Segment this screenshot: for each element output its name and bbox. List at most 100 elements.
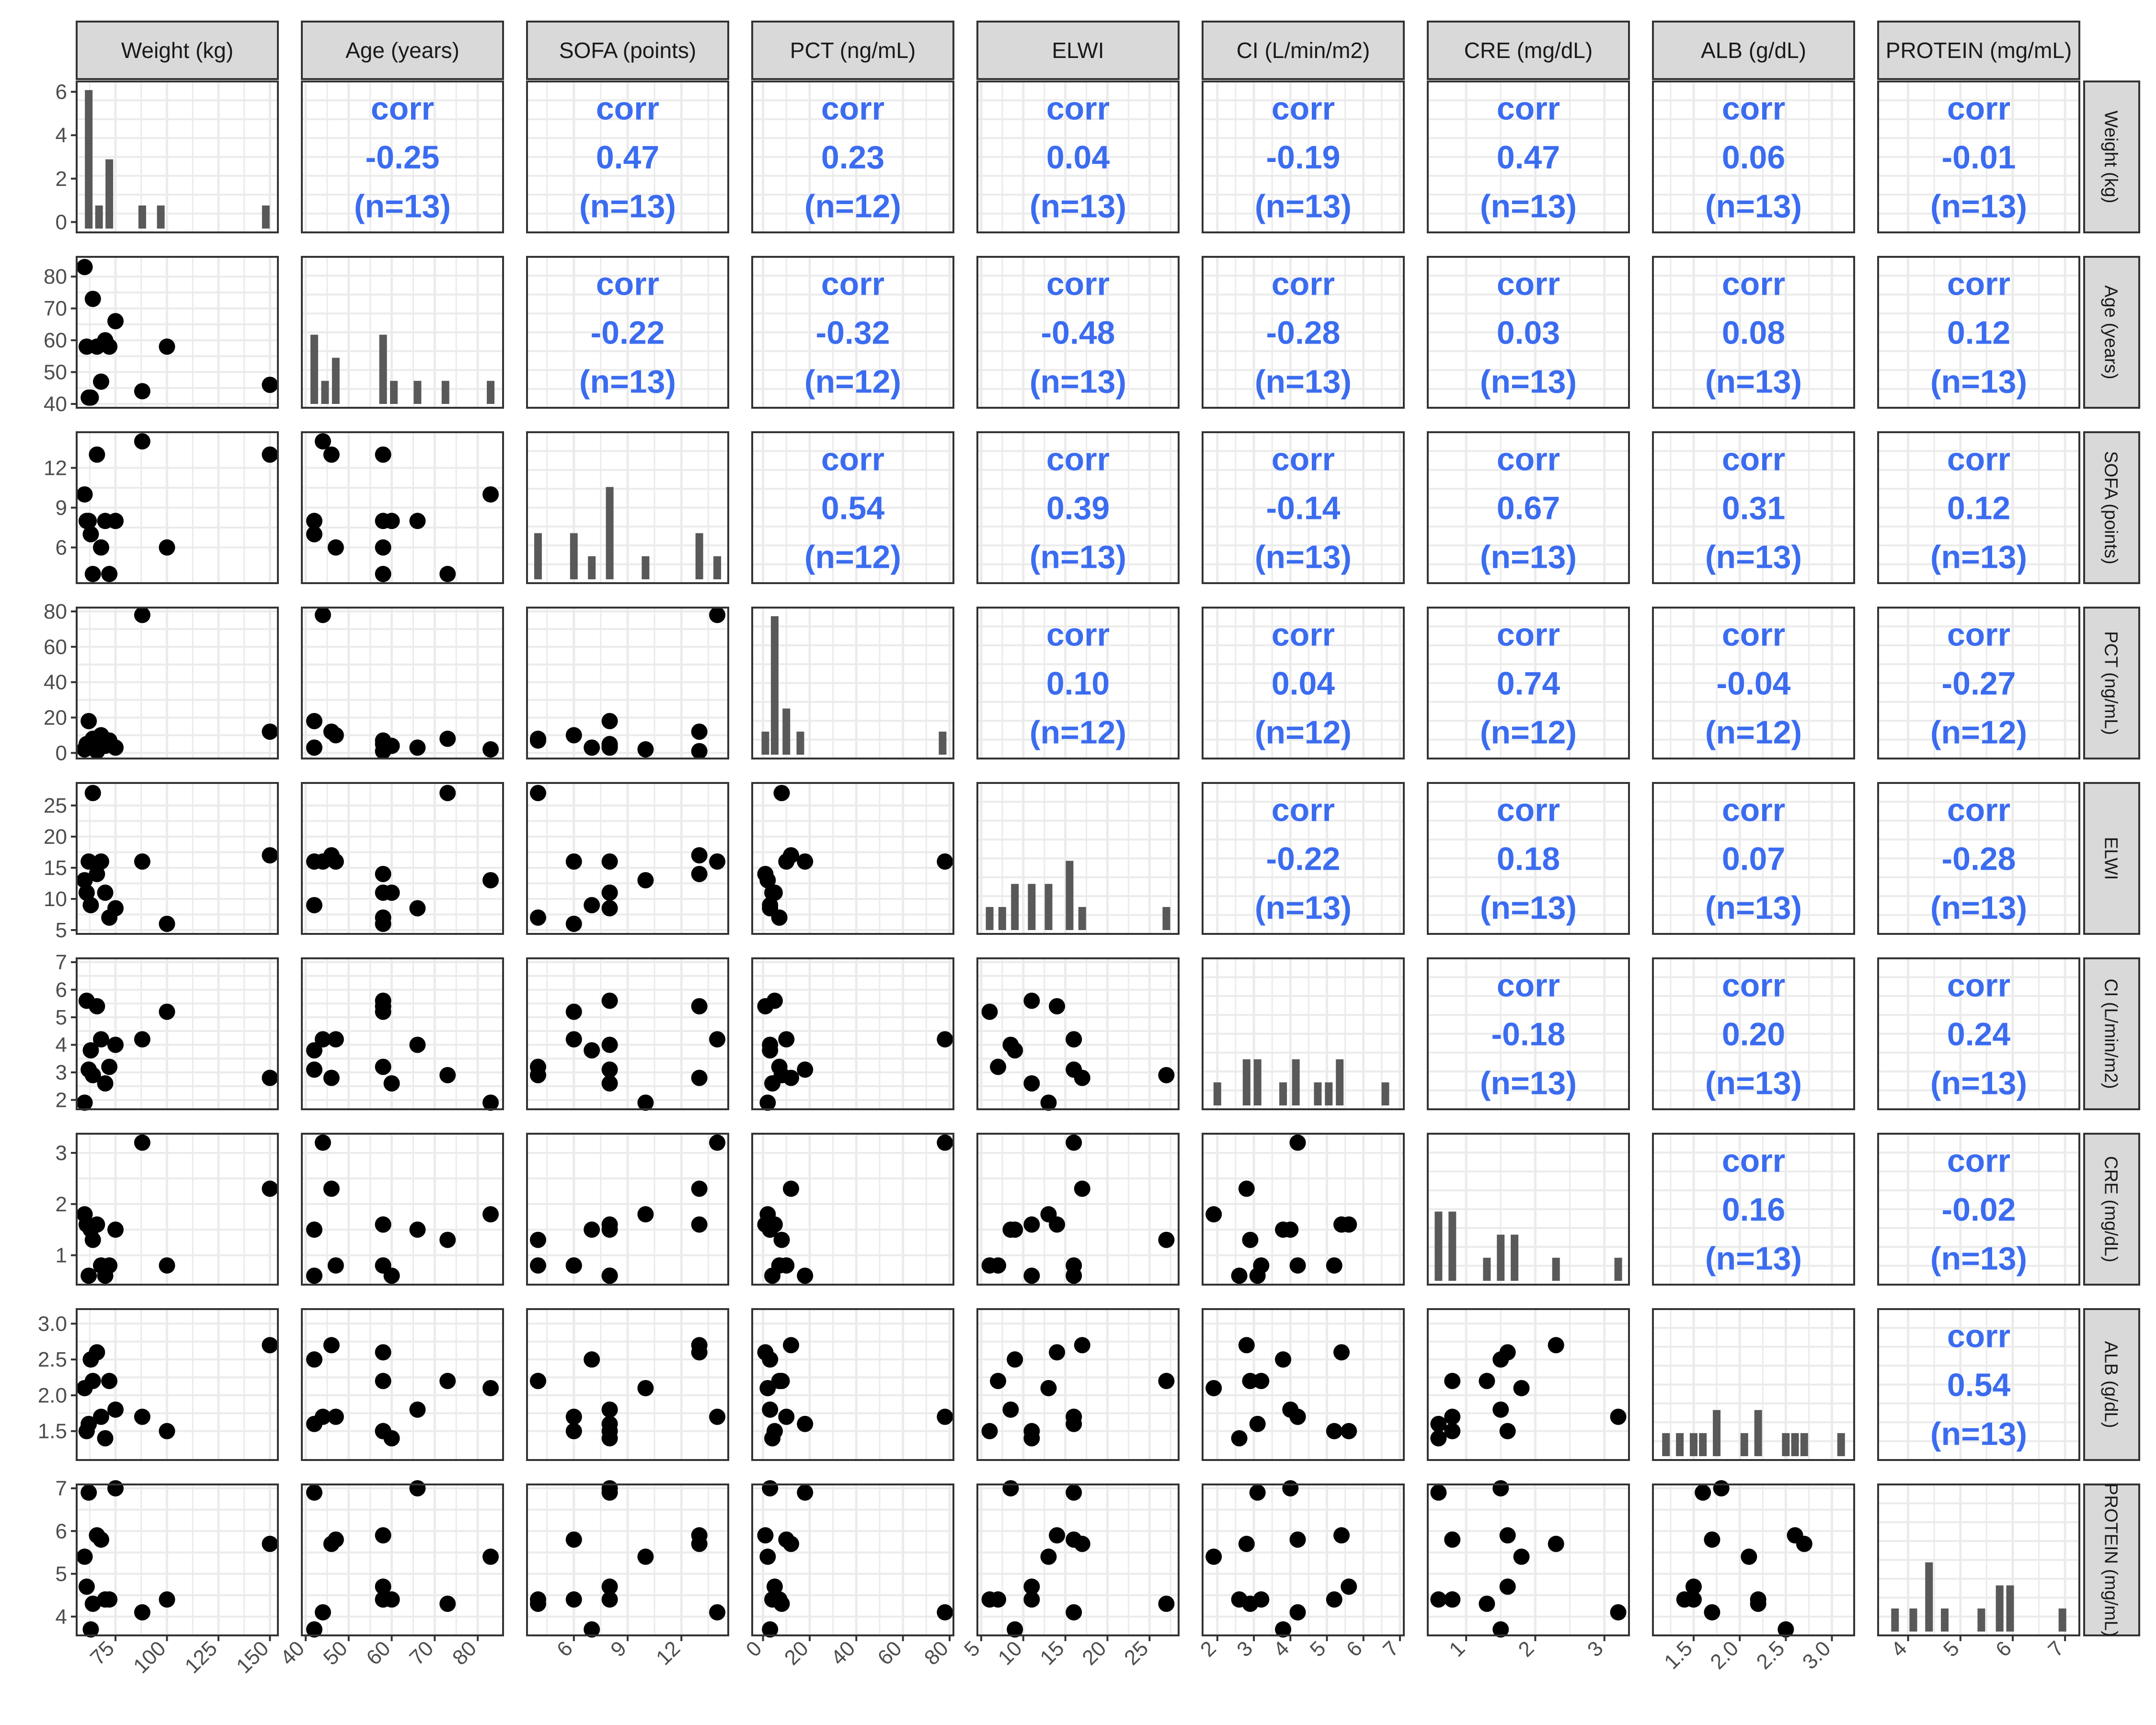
strip-label: SOFA (points) [2101,451,2121,564]
y-axis-age-years: 40 50 60 70 80 [44,265,77,416]
panel-border [751,782,954,935]
scatter-point [529,732,546,749]
y-tick-label: 4 [56,1034,67,1057]
panel-border [76,80,279,233]
scatter-point [709,1134,726,1151]
scatter-point [637,872,654,888]
corr-label: corr [596,91,659,127]
panel-alb-g-dl-vs-age-years [301,1308,504,1461]
strip-background [1202,21,1405,80]
scatter-point [601,713,618,729]
scatter-point [1074,1337,1090,1354]
scatter-point [375,1591,391,1608]
scatter-point [762,1621,779,1638]
scatter-point [1333,1527,1350,1544]
scatter-point [584,1042,600,1058]
scatter-point [1074,1070,1090,1086]
corr-label: corr [821,441,884,478]
histogram-bar [1754,1410,1762,1456]
corr-label: corr [1497,792,1560,828]
scatter-point [981,1423,998,1439]
scatter-point [1444,1591,1461,1608]
top-strip-cre-mg-dl: CRE (mg/dL) [1427,21,1630,80]
corr-n: (n=13) [1930,890,2027,926]
y-tick-label: 80 [44,600,67,623]
corr-value: -0.14 [1266,490,1341,527]
scatter-point [409,1221,426,1238]
scatter-point [1066,1257,1082,1274]
scatter-point [107,513,124,529]
histogram-bar [1995,1585,2004,1632]
panel-border [751,431,954,584]
scatter-point [637,1094,654,1111]
corr-value: -0.28 [1266,315,1341,351]
panel-border [976,782,1180,935]
scatter-point [134,853,150,870]
panel-border [1652,431,1855,584]
top-strip-sofa-points: SOFA (points) [526,21,729,80]
panel-alb-g-dl-vs-elwi [976,1308,1180,1461]
panel-elwi-vs-sofa-points [526,782,729,935]
scatter-point [565,1591,582,1608]
scatter-point [762,1036,779,1053]
panel-border [1652,1308,1855,1461]
strip-label: CI (L/min/m2) [1237,38,1370,63]
scatter-point [80,1267,97,1284]
panel-pct-ng-ml-vs-sofa-points [526,607,729,759]
corr-n: (n=12) [804,364,901,400]
right-strip-alb-g-dl: ALB (g/dL) [2083,1308,2140,1461]
corr-label: corr [1272,617,1335,653]
corr-n: (n=13) [1030,364,1126,400]
scatter-point [565,916,582,932]
corr-n: (n=13) [1255,890,1352,926]
scatter-point [314,1031,331,1047]
y-tick-label: 5 [56,919,67,942]
histogram-bar [713,556,722,579]
panel-age-years-vs-elwi: corr -0.48 (n=13) [976,256,1180,409]
panel-sofa-points-vs-weight-kg [76,431,279,584]
scatter-point [1479,1373,1495,1390]
histogram-bar [157,205,165,229]
scatter-point [691,1180,708,1197]
panel-border [301,607,504,759]
scatter-point [1513,1380,1530,1396]
histogram-bar [1552,1257,1560,1281]
y-tick-label: 6 [56,978,67,1002]
corr-value: 0.18 [1497,841,1560,877]
scatter-point [314,607,331,623]
histogram-bar [441,380,449,404]
scatter-point [306,1351,322,1368]
scatter-point [757,1527,774,1544]
scatter-point [375,1527,391,1544]
corr-value: -0.48 [1041,315,1115,351]
scatter-point [1796,1536,1812,1552]
scatter-point [80,853,97,870]
scatter-point [709,607,726,623]
scatter-point [314,433,331,450]
scatter-point [1289,1257,1306,1274]
scatter-point [601,1430,618,1447]
panel-border [1202,782,1405,935]
histogram-bar [1314,1082,1322,1105]
scatter-point [771,1058,788,1075]
scatter-point [1341,1423,1357,1439]
scatter-point [529,785,546,801]
panel-sofa-points-vs-ci-l-min-m2: corr -0.14 (n=13) [1202,431,1405,584]
scatter-point [101,565,118,582]
scatter-point [778,1031,795,1047]
scatter-point [1007,1621,1023,1638]
panel-border [76,1308,279,1461]
corr-n: (n=13) [1705,364,1802,400]
panel-background [302,1484,503,1635]
scatter-point [601,885,618,901]
y-axis-pct-ng-ml: 0 20 40 60 80 [44,600,77,765]
scatter-point [1231,1267,1248,1284]
panel-alb-g-dl-vs-cre-mg-dl [1427,1308,1630,1461]
panel-sofa-points-vs-protein-mg-ml: corr 0.12 (n=13) [1877,431,2080,584]
scatter-point [323,1337,340,1354]
strip-label: PROTEIN (mg/mL) [2101,1483,2121,1637]
scatter-point [101,1373,118,1390]
scatter-point [262,1180,278,1197]
scatter-point [1430,1484,1447,1501]
scatter-point [76,259,93,276]
